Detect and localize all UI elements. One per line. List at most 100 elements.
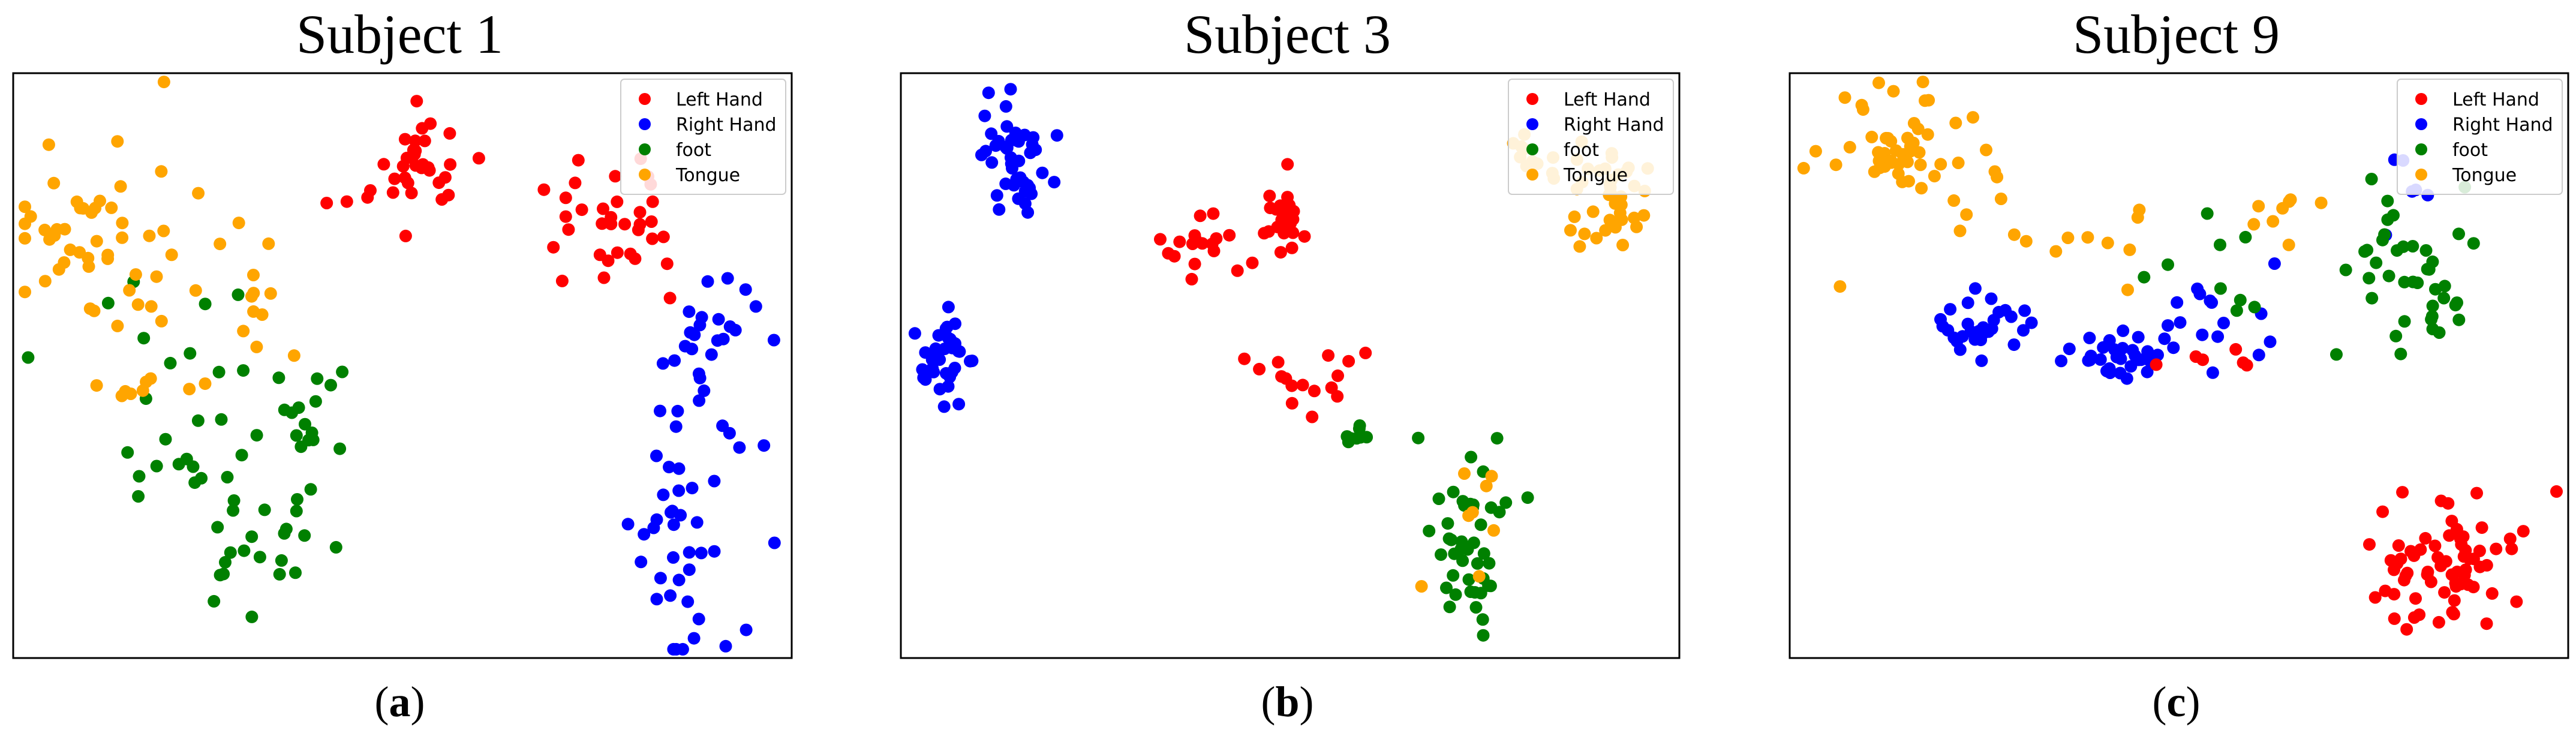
point-tongue [2247,218,2261,231]
point-foot [2406,240,2419,253]
point-tongue [1856,103,1869,116]
point-foot [232,288,245,301]
point-foot [2230,304,2243,317]
point-right-hand [672,484,686,497]
point-foot [1342,435,1355,449]
point-right-hand [2132,331,2145,344]
point-left-hand [559,210,572,223]
point-foot [1456,554,1469,567]
point-left-hand [2388,612,2401,625]
point-left-hand [1331,369,1344,382]
point-foot [275,554,288,567]
point-left-hand [398,133,411,146]
point-left-hand [633,218,647,231]
point-right-hand [657,488,670,501]
point-tongue [287,349,300,362]
point-left-hand [422,161,435,174]
point-tongue [264,287,277,300]
point-tongue [1884,154,1898,167]
point-foot [1447,485,1460,498]
point-foot [101,296,115,310]
point-right-hand [654,404,666,417]
point-right-hand [1953,343,1967,356]
point-left-hand [416,122,429,135]
point-foot [2419,244,2433,257]
legend-box [2397,79,2563,195]
point-foot [191,414,205,427]
point-foot [132,490,145,503]
point-right-hand [2151,349,2164,362]
point-left-hand [559,191,572,205]
point-left-hand [1322,349,1335,362]
point-left-hand [2503,532,2517,545]
point-foot [2239,230,2252,244]
point-tongue [1462,509,1475,522]
point-foot [1467,536,1480,549]
point-left-hand [596,217,609,230]
point-foot [2214,238,2226,251]
point-foot [285,406,299,419]
point-right-hand [916,363,929,376]
point-left-hand [399,229,412,242]
scatter-plot-a: Left Hand Right Hand foot Tongue [12,72,793,659]
point-tongue [232,217,245,230]
point-left-hand [2517,525,2530,538]
point-right-hand [939,367,952,380]
point-tongue [1564,224,1577,237]
point-right-hand [681,595,695,608]
point-right-hand [683,305,696,319]
point-tongue [1991,170,2004,184]
point-left-hand [1298,230,1311,243]
point-tongue [145,300,158,313]
point-foot [324,378,337,392]
point-tongue [111,319,124,332]
point-left-hand [1223,229,1236,242]
point-right-hand [1029,143,1042,157]
point-foot [227,504,240,517]
point-foot [309,395,322,408]
point-left-hand [645,215,658,228]
point-left-hand [2446,606,2459,619]
point-foot [1412,431,1425,444]
point-right-hand [729,323,742,337]
point-right-hand [2120,372,2133,385]
point-right-hand [2252,349,2265,362]
point-right-hand [1985,292,1998,305]
point-tongue [2061,232,2075,244]
point-tongue [1487,524,1500,537]
point-left-hand [388,172,401,185]
point-left-hand [1285,241,1298,254]
point-tongue [1865,130,1878,143]
point-right-hand [1000,120,1014,133]
point-foot [2214,282,2227,295]
point-foot [184,347,197,360]
point-left-hand [1188,257,1201,271]
point-left-hand [444,158,457,171]
point-right-hand [975,148,988,161]
point-foot [2394,347,2407,361]
point-right-hand [1004,83,1017,96]
point-tongue [256,308,269,321]
point-right-hand [1975,354,1988,367]
point-left-hand [2396,486,2409,499]
point-tongue [1953,224,1967,238]
point-foot [294,440,308,453]
point-foot [227,494,241,507]
point-tongue [43,233,56,246]
point-left-hand [1196,237,1209,250]
point-left-hand [409,144,422,157]
point-foot [2378,228,2391,241]
legend-label-foot: foot [2452,140,2488,161]
point-tongue [1630,220,1643,233]
point-foot [2429,283,2442,296]
point-tongue [2267,215,2280,228]
point-foot [1471,557,1484,570]
point-tongue [24,210,37,223]
point-left-hand [660,257,674,271]
point-foot [2452,227,2465,241]
panel-a-title: Subject 1 [296,4,503,65]
point-foot [1353,419,1366,432]
point-foot [279,522,293,536]
point-tongue [199,377,212,390]
point-right-hand [999,100,1012,113]
